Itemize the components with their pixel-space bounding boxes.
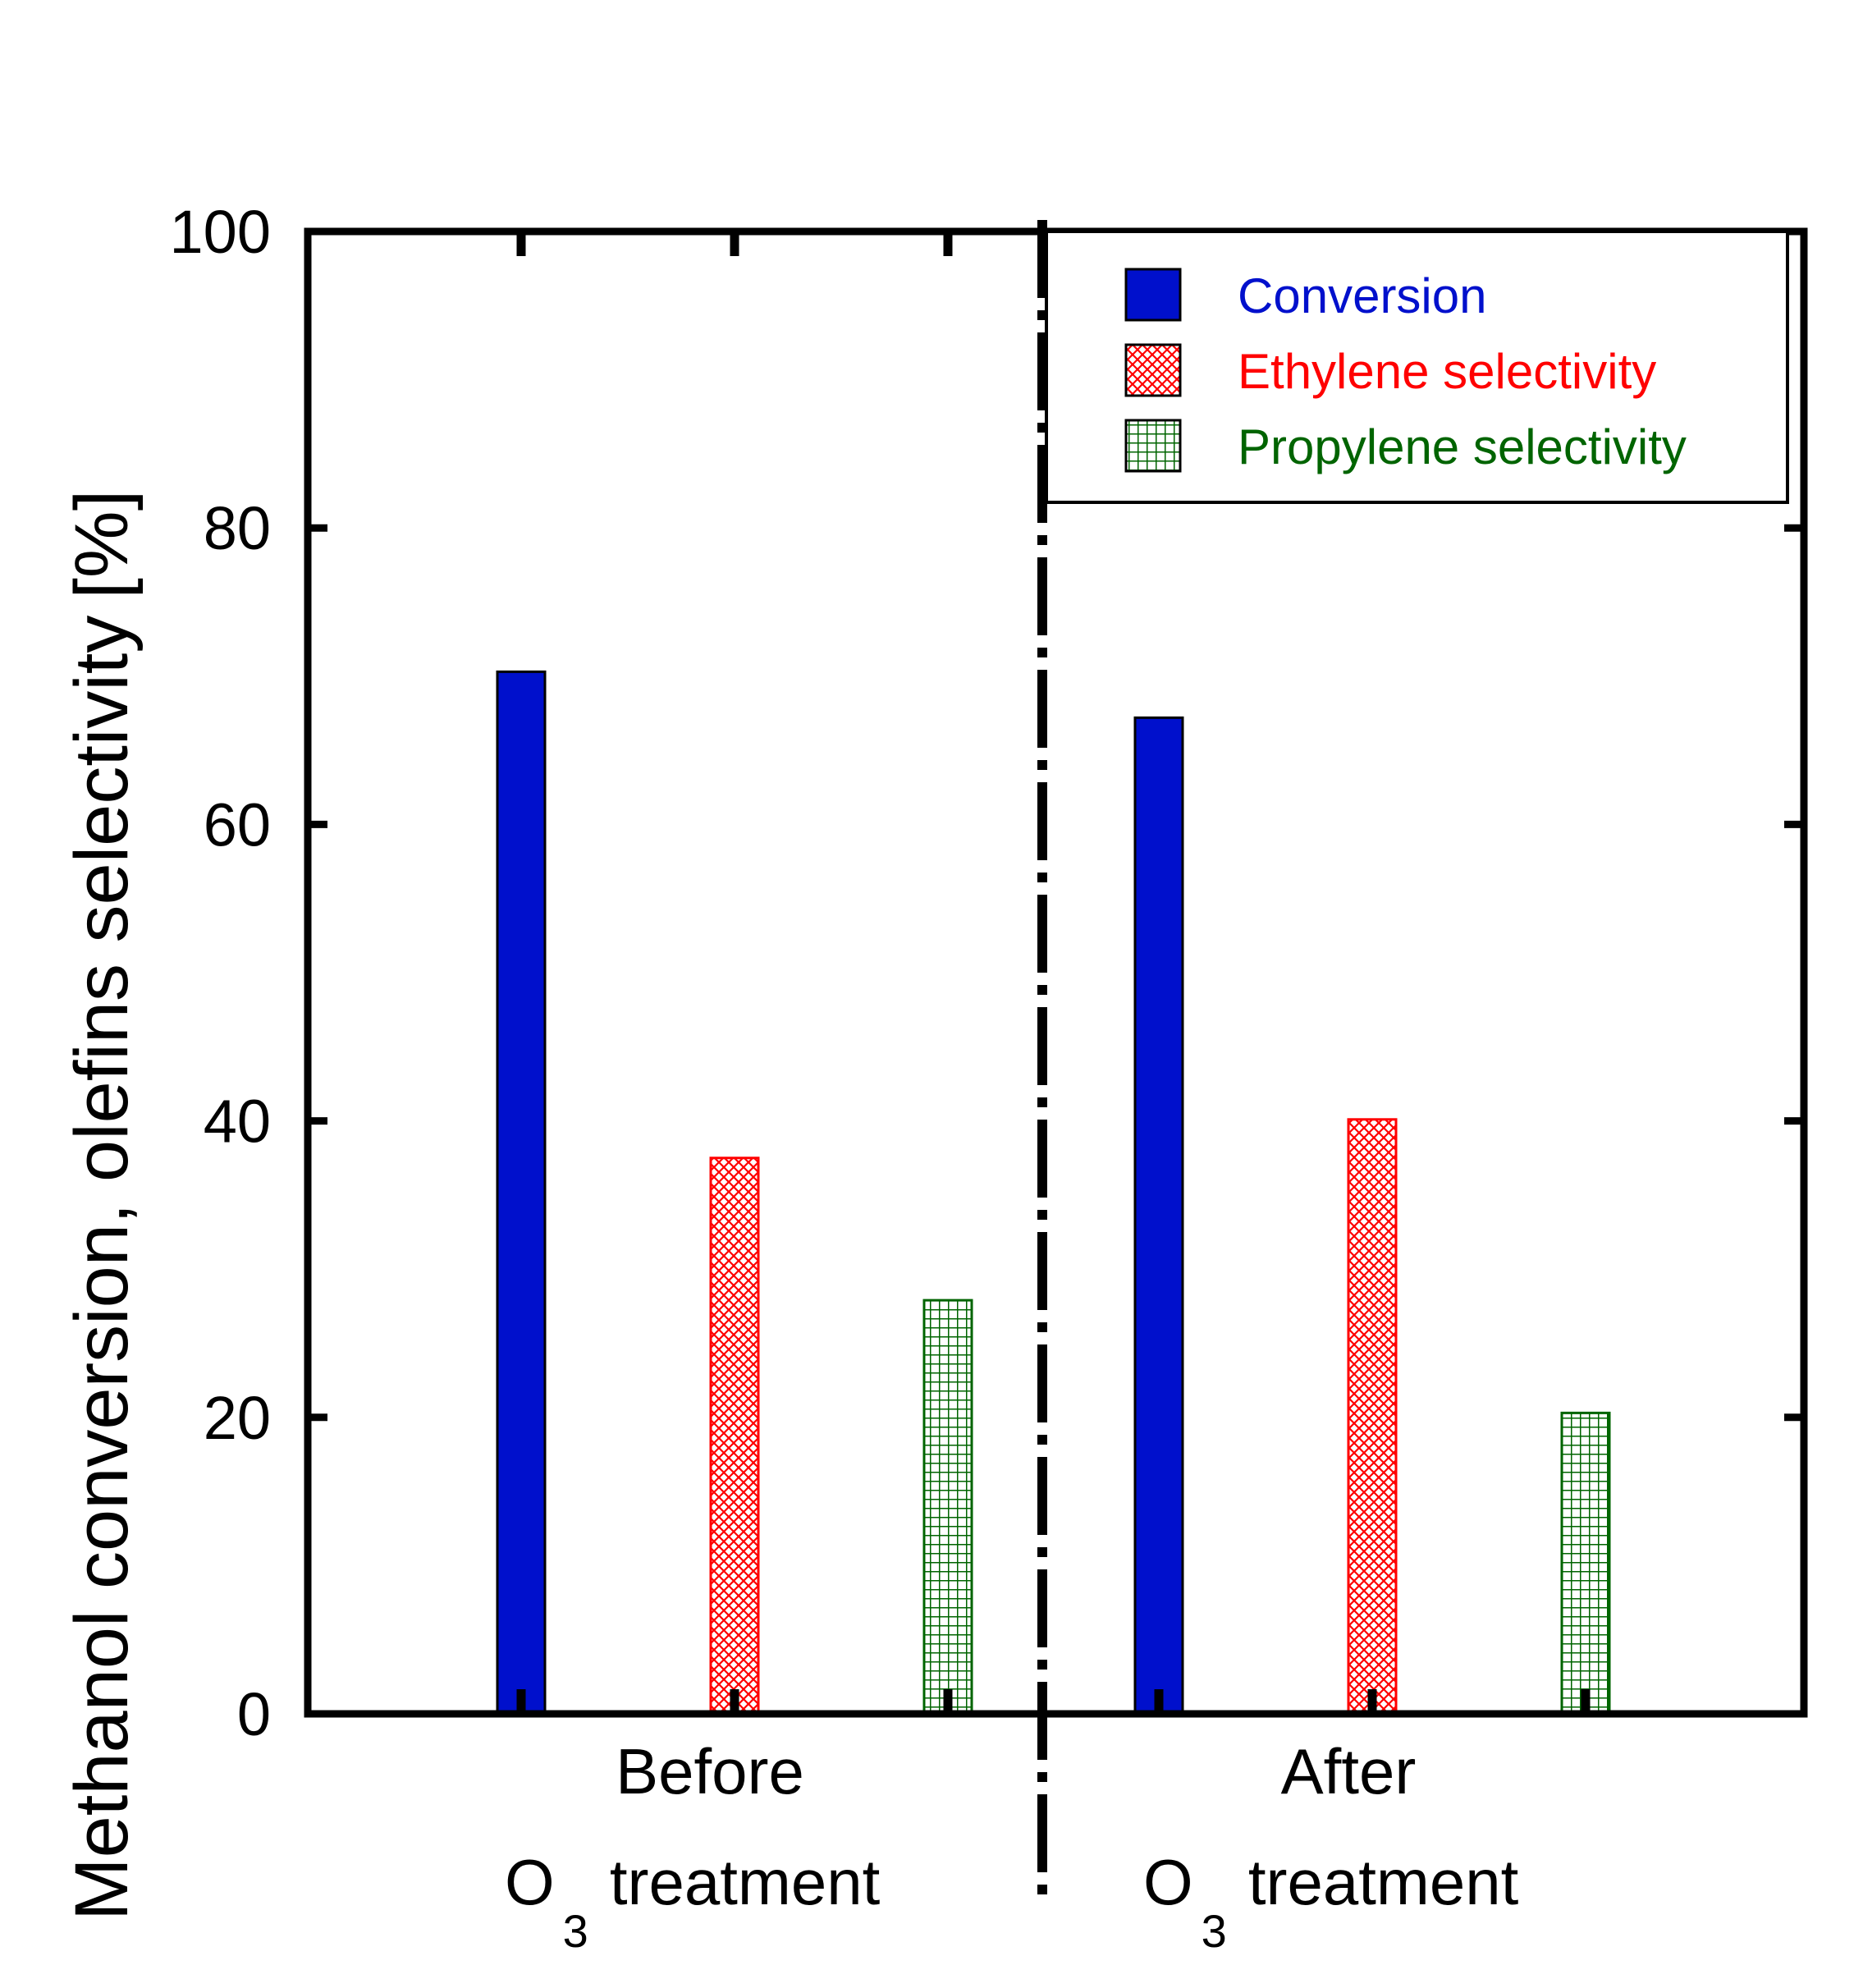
y-tick-label: 0: [237, 1680, 271, 1748]
legend-swatch-conversion: [1124, 268, 1182, 322]
y-tick-label: 60: [204, 790, 271, 859]
legend-label-propylene-selectivity: Propylene selectivity: [1238, 419, 1687, 474]
bars: [496, 670, 1611, 1715]
x-group-labels: Before O3treatment After O3treatment: [505, 1735, 1519, 1957]
y-tick-label: 20: [204, 1384, 271, 1452]
bar-propylene-selectivity-group-2: [1560, 1411, 1611, 1715]
legend-label-ethylene-selectivity: Ethylene selectivity: [1238, 344, 1656, 399]
legend-label-conversion: Conversion: [1238, 268, 1487, 323]
y-axis-label-main: Methanol conversion, olefins selectivity: [60, 616, 144, 1921]
y-axis-label: Methanol conversion, olefins selectivity…: [60, 490, 144, 1921]
legend-swatch-ethylene-selectivity: [1124, 343, 1182, 397]
group-label-line1: After: [1281, 1735, 1417, 1807]
legend: Conversion Ethylene selectivity Propylene …: [1045, 230, 1789, 504]
axis-ticks: [308, 231, 1804, 1714]
bar-conversion-group-1: [496, 670, 547, 1715]
bar-ethylene-selectivity-group-2: [1347, 1118, 1398, 1715]
legend-swatch-propylene-selectivity: [1124, 419, 1182, 473]
group-label-line1: Before: [616, 1735, 804, 1807]
group-label-line2: O3treatment: [1143, 1846, 1519, 1957]
bar-propylene-selectivity-group-1: [922, 1299, 973, 1715]
y-tick-label: 40: [204, 1088, 271, 1156]
y-tick-labels: 0 20 40 60 80 100: [170, 198, 271, 1748]
y-tick-label: 100: [170, 198, 271, 266]
bar-ethylene-selectivity-group-1: [709, 1157, 760, 1715]
bar-conversion-group-2: [1133, 716, 1184, 1715]
y-axis-label-unit: [%]: [60, 490, 144, 599]
group-label-line2: O3treatment: [505, 1846, 881, 1957]
y-tick-label: 80: [204, 494, 271, 562]
